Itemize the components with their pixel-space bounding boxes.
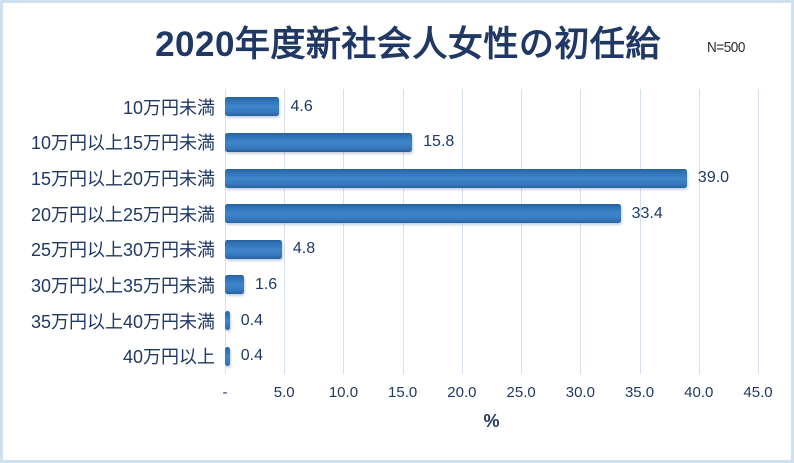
value-label: 4.6 bbox=[290, 97, 313, 115]
x-tick-label: 45.0 bbox=[743, 384, 773, 401]
bar bbox=[225, 311, 230, 331]
category-label: 15万円以上20万円未満 bbox=[30, 169, 215, 190]
bar bbox=[225, 239, 282, 259]
bar bbox=[225, 132, 413, 152]
gridline bbox=[402, 89, 404, 374]
category-label: 35万円以上40万円未満 bbox=[30, 311, 215, 332]
sample-size-annotation: N=500 bbox=[707, 39, 745, 56]
x-tick-label: 25.0 bbox=[506, 384, 536, 401]
x-tick-label: 5.0 bbox=[273, 384, 295, 401]
value-label: 39.0 bbox=[697, 169, 730, 187]
category-label: 40万円以上 bbox=[122, 347, 215, 368]
category-label: 20万円以上25万円未満 bbox=[30, 204, 215, 225]
category-axis: 10万円未満 10万円以上15万円未満 15万円以上20万円未満 20万円以上2… bbox=[3, 89, 215, 374]
bar-row: 33.4 bbox=[225, 196, 758, 232]
bar-row: 0.4 bbox=[225, 338, 758, 374]
gridline bbox=[639, 89, 641, 374]
value-label: 0.4 bbox=[240, 347, 263, 365]
bar-row: 1.6 bbox=[225, 267, 758, 303]
x-tick-label: - bbox=[222, 384, 228, 401]
gridline bbox=[461, 89, 463, 374]
value-label: 33.4 bbox=[631, 204, 663, 222]
x-tick-label: 35.0 bbox=[624, 384, 655, 401]
value-label: 0.4 bbox=[240, 311, 263, 329]
x-tick-label: 40.0 bbox=[684, 384, 714, 401]
value-label: 15.8 bbox=[423, 133, 455, 151]
x-tick-label: 10.0 bbox=[328, 384, 359, 401]
bar-row: 4.6 bbox=[225, 89, 758, 125]
bar-row: 15.8 bbox=[225, 125, 758, 161]
bar-row: 4.8 bbox=[225, 232, 758, 268]
x-axis: - 5.0 10.0 15.0 20.0 25.0 30.0 35.0 40.0… bbox=[222, 384, 773, 404]
chart-title: 2020年度新社会人女性の初任給 bbox=[155, 25, 661, 64]
category-label: 10万円以上15万円未満 bbox=[30, 133, 215, 154]
gridline bbox=[343, 89, 345, 374]
bar bbox=[225, 346, 230, 366]
x-tick-label: 15.0 bbox=[388, 384, 418, 401]
gridline bbox=[284, 89, 286, 374]
gridline bbox=[698, 89, 700, 374]
gridline bbox=[521, 89, 523, 374]
category-label: 25万円以上30万円未満 bbox=[30, 240, 215, 261]
plot-area: 4.6 15.8 39.0 33.4 4.8 1.6 0.4 0.4 bbox=[225, 89, 759, 374]
gridline bbox=[758, 89, 759, 374]
bar-row: 0.4 bbox=[225, 303, 758, 339]
bar-row: 39.0 bbox=[225, 160, 758, 196]
x-tick-label: 30.0 bbox=[565, 384, 595, 401]
x-axis-title: % bbox=[483, 411, 500, 431]
gridline bbox=[580, 89, 582, 374]
bar bbox=[225, 275, 244, 295]
category-label: 10万円未満 bbox=[122, 97, 215, 118]
value-label: 4.8 bbox=[292, 240, 316, 258]
bar bbox=[225, 168, 687, 188]
bar bbox=[225, 97, 280, 117]
x-tick-label: 20.0 bbox=[447, 384, 477, 401]
gridline bbox=[225, 89, 226, 374]
bar bbox=[225, 204, 621, 224]
value-label: 1.6 bbox=[254, 275, 278, 293]
category-label: 30万円以上35万円未満 bbox=[30, 275, 215, 296]
